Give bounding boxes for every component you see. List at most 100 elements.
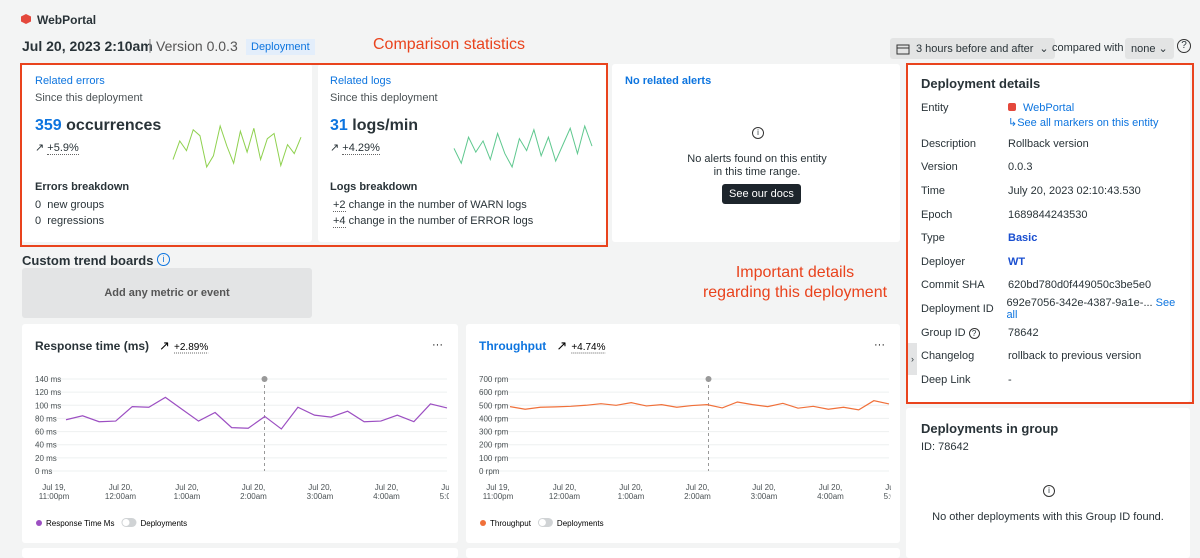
separator: | <box>148 37 152 54</box>
compare-select[interactable]: none ⌄ <box>1125 38 1174 59</box>
app-name[interactable]: WebPortal <box>37 13 97 27</box>
see-all-link[interactable]: See all <box>1006 296 1176 321</box>
detail-row: Deep Link - <box>921 368 1186 392</box>
legend-label: Throughput <box>490 519 532 528</box>
label-text: Commit SHA <box>921 279 985 292</box>
trend-arrow: ↗ <box>556 338 567 353</box>
sparkline-line <box>172 124 302 169</box>
add-metric[interactable]: Add any metric or event <box>22 268 312 318</box>
x-tick-date: Jul 20, <box>819 483 843 492</box>
detail-row: Deployer WT <box>921 250 1186 274</box>
detail-label: Deep Link <box>921 374 1008 386</box>
docs-button[interactable]: See our docs <box>722 184 801 204</box>
x-tick-date: Jul 20, <box>686 483 710 492</box>
time-range: 3 hours before and after <box>916 42 1034 55</box>
value-text: 620bd780d0f449050c3be5e0 <box>1008 279 1152 292</box>
series-line <box>65 396 448 430</box>
value-text: Rollback version <box>1008 137 1089 150</box>
card-title[interactable]: Related logs <box>330 75 392 87</box>
label-text: Description <box>921 137 977 150</box>
value-text: July 20, 2023 02:10:43.530 <box>1008 184 1141 197</box>
trend-arrow: ↗ <box>159 338 170 353</box>
detail-label: Deployer <box>921 256 1008 268</box>
detail-label: Epoch <box>921 209 1008 221</box>
detail-label: Entity <box>921 102 1008 114</box>
detail-row: Version 0.0.3 <box>921 156 1186 180</box>
annotation: Comparison statistics <box>373 36 526 53</box>
time-range-picker[interactable]: 3 hours before and after ⌄ <box>890 38 1055 59</box>
x-tick-time: 3:00am <box>751 492 778 501</box>
info-icon[interactable]: i <box>157 253 170 266</box>
detail-row: Time July 20, 2023 02:10:43.530 <box>921 179 1186 203</box>
toggle-label: Deployments <box>557 519 604 528</box>
x-tick-time: 3:00am <box>307 492 334 501</box>
toggle-label: Deployments <box>140 519 187 528</box>
version: Version 0.0.3 <box>156 38 238 54</box>
label-text: Deployment ID <box>921 302 994 315</box>
row-label: change in the number of WARN logs <box>348 199 527 211</box>
badge: Deployment <box>246 39 315 55</box>
value-text: 692e7056-342e-4387-9a1e-... <box>1006 296 1153 309</box>
detail-value: WebPortal ↳See all markers on this entity <box>1008 102 1158 129</box>
count-label: logs/min <box>352 117 419 134</box>
detail-label: Changelog <box>921 350 1008 362</box>
detail-label: Type <box>921 232 1008 244</box>
row-value: 0 <box>35 215 42 227</box>
y-tick-label: 200 rpm <box>479 441 509 450</box>
collapse-handle[interactable]: › <box>908 343 917 375</box>
y-tick-label: 400 rpm <box>479 414 509 423</box>
change: +2.89% <box>174 342 208 353</box>
entity-link[interactable]: WebPortal <box>1023 102 1075 114</box>
card-title: No related alerts <box>625 75 712 87</box>
legend-swatch <box>480 520 486 526</box>
detail-row: Entity WebPortal ↳See all markers on this … <box>921 97 1186 132</box>
value-text: Basic <box>1008 232 1038 245</box>
detail-row: Group ID? 78642 <box>921 321 1186 345</box>
detail-value: 78642 <box>1008 327 1039 339</box>
chart-title: Throughput <box>479 339 546 353</box>
link-text[interactable]: See all markers on this entity <box>1017 117 1159 129</box>
x-tick-time: 4:00am <box>817 492 844 501</box>
row-label: change in the number of ERROR logs <box>348 215 534 227</box>
sparkline <box>453 124 593 169</box>
y-tick-label: 140 ms <box>35 375 61 384</box>
label-text: Time <box>921 184 946 197</box>
panel-title: Deployment details <box>921 76 1041 91</box>
x-tick-date: Jul 19, <box>42 483 66 492</box>
label-text: Deep Link <box>921 373 971 386</box>
y-tick-label: 120 ms <box>35 388 61 397</box>
chart-card: Response time (ms) ↗ +2.89% ··· 0 ms 20 ms 40 … <box>22 324 458 543</box>
detail-value: - <box>1008 374 1012 386</box>
y-tick-label: 500 rpm <box>479 401 509 410</box>
card-subtitle: Since this deployment <box>35 92 143 104</box>
change: +4.29% <box>342 142 380 155</box>
help-icon[interactable]: ? <box>1177 39 1191 53</box>
count: 31 <box>330 117 348 134</box>
detail-label: Group ID? <box>921 327 1008 339</box>
x-tick-date: Jul 20, <box>242 483 266 492</box>
chart-card: Throughput ↗ +4.74% ··· 0 rpm 100 rpm 200 rpm 3… <box>466 324 900 543</box>
x-tick-time: 2:00am <box>684 492 711 501</box>
detail-value: July 20, 2023 02:10:43.530 <box>1008 185 1141 197</box>
detail-label: Description <box>921 138 1008 150</box>
y-tick-label: 80 ms <box>35 414 57 423</box>
x-tick-time: 11:00pm <box>39 492 70 501</box>
x-tick-time: 12:00am <box>549 492 580 501</box>
info-icon: i <box>752 127 764 139</box>
y-tick-label: 100 rpm <box>479 454 509 463</box>
detail-value: Basic <box>1008 232 1037 244</box>
menu: ··· <box>874 339 885 351</box>
card-title[interactable]: Related errors <box>35 75 105 87</box>
detail-row: Description Rollback version <box>921 132 1186 156</box>
x-tick-date: Jul 20, <box>375 483 399 492</box>
details-table: Entity WebPortal ↳See all markers on this … <box>921 97 1186 392</box>
menu: ··· <box>432 339 443 351</box>
deployment-dot <box>705 376 712 382</box>
y-tick-label: 100 ms <box>35 401 61 410</box>
detail-value: 1689844243530 <box>1008 209 1088 221</box>
x-tick-date: Jul 20, <box>441 483 458 492</box>
annotation-box <box>20 63 608 247</box>
detail-value: WT <box>1008 256 1025 268</box>
label-text: Epoch <box>921 208 953 221</box>
